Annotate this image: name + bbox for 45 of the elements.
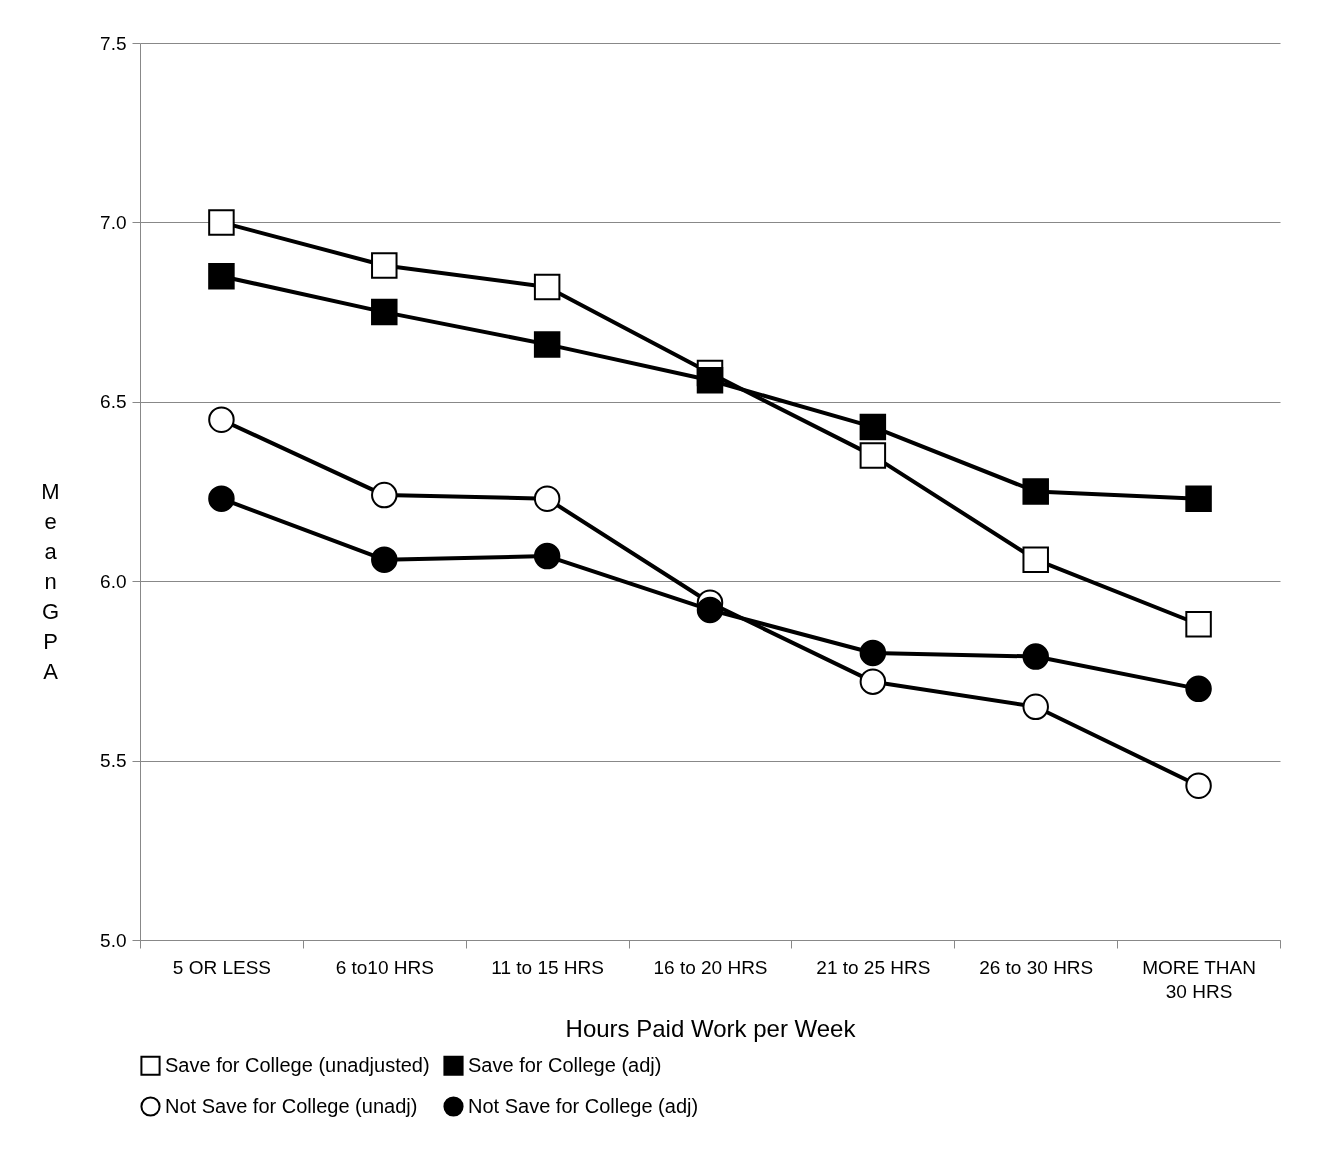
x-tick-label: 6 to10 HRS	[335, 956, 434, 978]
point	[1185, 611, 1212, 638]
y-tick-label: 6.5	[100, 391, 127, 413]
x-tick-label: 26 to 30 HRS	[979, 956, 1094, 978]
point	[371, 252, 398, 279]
x-tick-label: 11 to 15 HRS	[491, 956, 604, 978]
point	[533, 542, 561, 570]
point	[859, 639, 887, 667]
point	[1022, 693, 1049, 720]
point	[533, 273, 561, 301]
y-tick-label: 5.0	[100, 929, 127, 951]
y-tick-label: 7.0	[100, 211, 127, 233]
x-tick-label: MORE THAN 30 HRS	[1142, 956, 1256, 1002]
point	[1185, 772, 1212, 799]
point	[371, 298, 398, 326]
point	[696, 367, 724, 394]
point	[696, 596, 724, 624]
point	[1022, 478, 1049, 505]
y-tick-label: 7.5	[100, 32, 127, 54]
x-tick-label: 16 to 20 HRS	[653, 956, 768, 978]
point	[1185, 485, 1212, 512]
point	[859, 413, 887, 441]
point	[1185, 675, 1212, 703]
point	[208, 406, 235, 433]
point	[371, 481, 398, 509]
y-tick-label: 6.0	[100, 570, 127, 592]
point	[208, 485, 235, 512]
point	[371, 546, 398, 573]
y-axis-title: Mean GPA	[41, 478, 60, 684]
point	[208, 262, 235, 290]
legend-label: Save for College (unadjusted)	[165, 1053, 430, 1076]
point	[208, 209, 235, 236]
point	[533, 485, 561, 512]
x-tick-label: 21 to 25 HRS	[816, 956, 931, 978]
y-tick-label: 5.5	[100, 750, 127, 772]
legend-label: Save for College (adj)	[468, 1053, 662, 1076]
x-axis-title: Hours Paid Work per Week	[565, 1014, 857, 1042]
point	[1022, 546, 1049, 573]
legend-label: Not Save for College (unadj)	[165, 1094, 418, 1117]
point	[1022, 643, 1049, 670]
point	[859, 442, 887, 469]
point	[533, 331, 561, 358]
x-tick-label: 5 OR LESS	[172, 956, 272, 978]
legend-label: Not Save for College (adj)	[468, 1094, 699, 1117]
point	[859, 668, 887, 695]
